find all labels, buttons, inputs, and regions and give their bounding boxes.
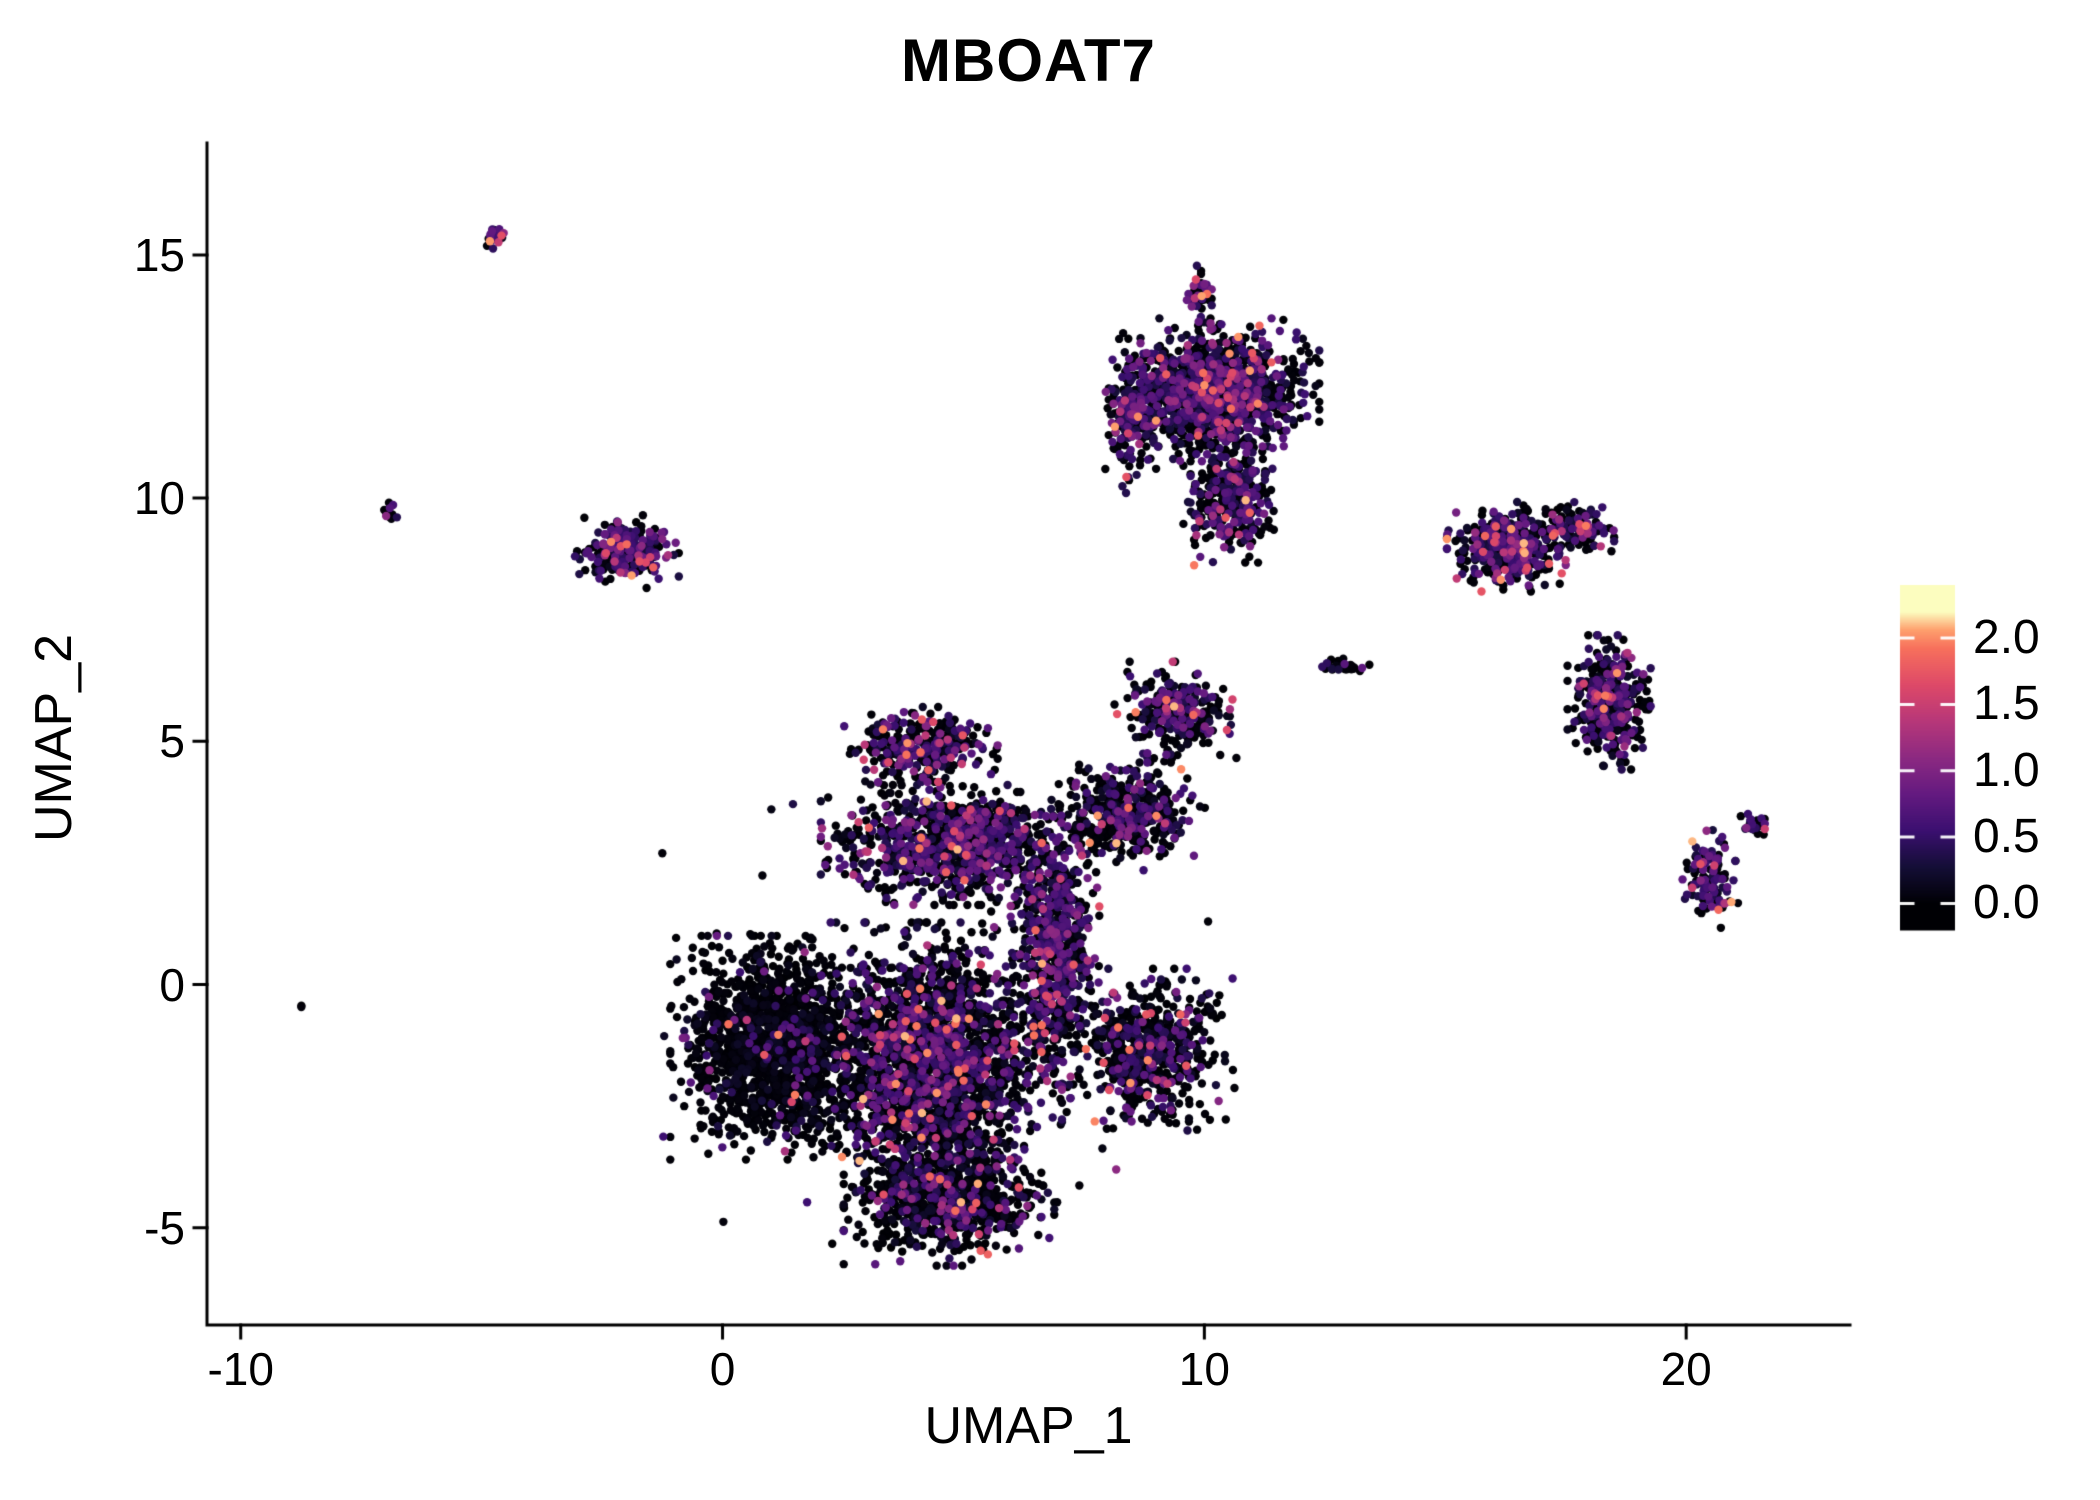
x-tick-label: 10 [1178,1343,1230,1395]
y-tick-label: 10 [133,472,185,525]
plot-title: MBOAT7 [901,27,1156,94]
colorbar-tick-label: 1.0 [1973,743,2040,797]
x-tick-label: 0 [709,1343,736,1395]
x-tick-label: -10 [207,1343,274,1395]
x-tick-label: 20 [1660,1343,1712,1395]
y-tick-label: 15 [133,228,185,281]
colorbar-tick-label: 2.0 [1973,611,2040,665]
y-tick-label: -5 [144,1201,185,1254]
colorbar-tick-label: 0.0 [1973,876,2040,930]
x-axis-title: UMAP_1 [924,1397,1133,1455]
colorbar-tick-label: 0.5 [1973,810,2040,864]
colorbar-tick-label: 1.5 [1973,677,2040,731]
y-tick-label: 0 [159,958,185,1011]
y-tick-label: 5 [159,715,185,768]
